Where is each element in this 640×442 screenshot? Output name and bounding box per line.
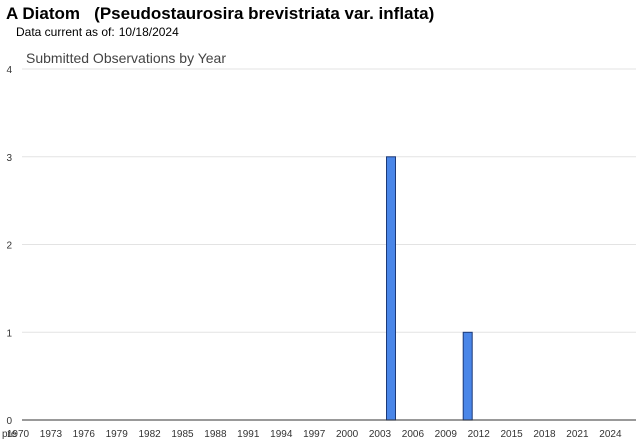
x-tick-label: 2009 [435, 429, 458, 440]
x-tick-label: 2024 [599, 429, 622, 440]
x-tick-label: 2006 [402, 429, 425, 440]
y-tick-label: 3 [6, 153, 12, 164]
x-tick-label: 1970 [7, 429, 30, 440]
x-tick-label: 2000 [336, 429, 359, 440]
data-date-value: 10/18/2024 [118, 25, 179, 39]
x-tick-label: 1973 [40, 429, 63, 440]
y-tick-label: 0 [6, 416, 12, 427]
data-date-label: Data current as of: [16, 25, 115, 39]
page-title: A Diatom (Pseudostaurosira brevistriata … [6, 4, 435, 23]
x-tick-label: 1979 [106, 429, 129, 440]
bar-2004[interactable] [386, 156, 396, 421]
y-tick-label: 1 [6, 328, 12, 339]
x-tick-label: 1982 [138, 429, 161, 440]
x-tick-label: 2015 [500, 429, 523, 440]
x-tick-label: 2018 [533, 429, 556, 440]
x-tick-label: 1997 [303, 429, 326, 440]
x-tick-label: 2021 [566, 429, 589, 440]
x-tick-label: 1985 [171, 429, 194, 440]
x-tick-label: 1994 [270, 429, 293, 440]
x-tick-label: 2012 [468, 429, 491, 440]
x-tick-label: 2003 [369, 429, 392, 440]
x-tick-label: 1988 [204, 429, 227, 440]
x-tick-label: pre [2, 429, 17, 440]
x-tick-label: 1976 [73, 429, 96, 440]
chart-title: Submitted Observations by Year [26, 50, 226, 66]
data-currency-note: Data current as of: 10/18/2024 [16, 25, 179, 39]
bar-layer [386, 156, 473, 421]
x-tick-label: 1991 [237, 429, 260, 440]
y-tick-label: 2 [6, 241, 12, 252]
bar-2011[interactable] [462, 331, 473, 421]
y-tick-label: 4 [6, 65, 12, 76]
grid-layer [22, 68, 636, 333]
